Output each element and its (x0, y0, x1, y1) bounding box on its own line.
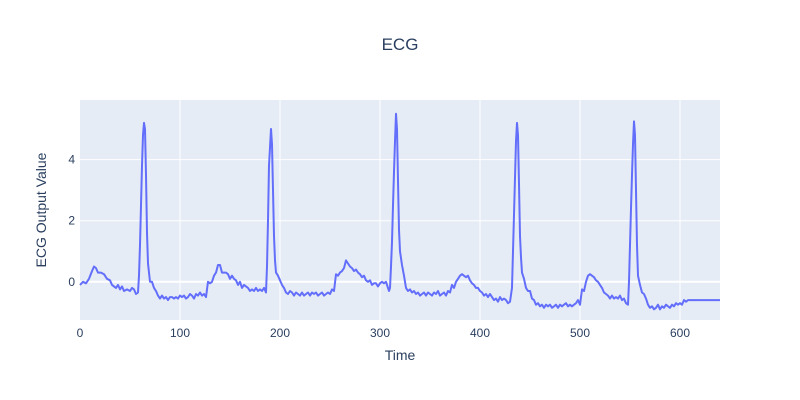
x-tick-label: 600 (670, 326, 690, 340)
x-tick-label: 300 (370, 326, 390, 340)
y-axis-title: ECG Output Value (33, 152, 49, 267)
series-layer (79, 112, 720, 311)
x-tick-label: 100 (170, 326, 190, 340)
y-gridlines (80, 159, 720, 283)
y-axis-ticks: 0 2 4 (68, 153, 75, 289)
y-tick-label: 0 (68, 275, 75, 289)
plot-area (80, 100, 720, 320)
y-tick-label: 4 (68, 153, 75, 167)
x-axis-title: Time (385, 347, 416, 363)
x-axis-ticks: 0 100 200 300 400 500 600 (77, 326, 691, 340)
chart-title: ECG (382, 35, 419, 54)
x-tick-label: 500 (570, 326, 590, 340)
y-tick-label: 2 (68, 214, 75, 228)
ecg-series-line (79, 112, 720, 311)
x-gridlines (179, 100, 681, 320)
x-tick-label: 200 (270, 326, 290, 340)
x-tick-label: 0 (77, 326, 84, 340)
x-tick-label: 400 (470, 326, 490, 340)
